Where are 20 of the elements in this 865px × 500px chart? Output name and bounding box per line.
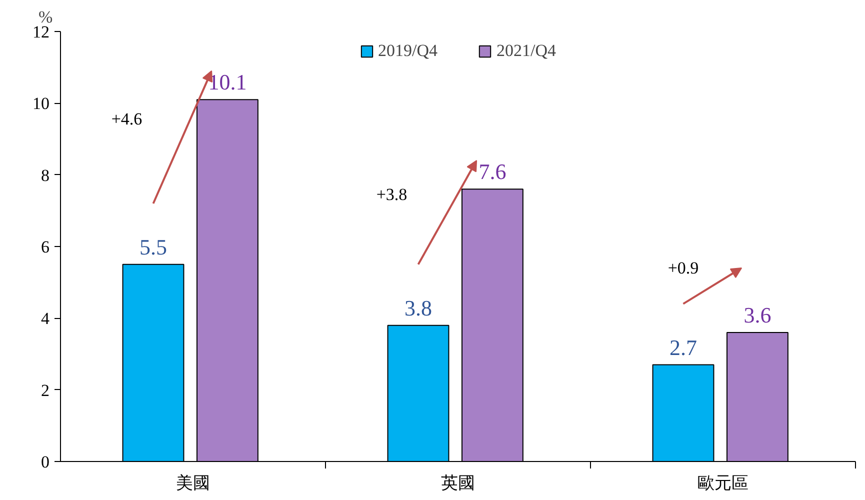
y-tick-label: 2: [41, 380, 50, 400]
data-label: 10.1: [208, 70, 247, 95]
y-tick-label: 4: [41, 309, 50, 328]
data-label: 2.7: [670, 334, 697, 360]
data-label: 3.8: [404, 295, 432, 320]
y-tick-label: 0: [41, 452, 50, 472]
x-tick-label: 英國: [441, 474, 475, 492]
data-label: 7.6: [478, 159, 506, 184]
legend-label: 2021/Q4: [496, 41, 556, 61]
data-label: 5.5: [140, 234, 167, 260]
annotation: +4.6: [111, 110, 142, 129]
annotation: +3.8: [376, 184, 408, 204]
y-tick-label: 8: [41, 166, 50, 185]
x-tick-label: 美國: [176, 474, 210, 492]
legend-label: 2019/Q4: [378, 41, 438, 61]
y-tick-label: 10: [32, 94, 50, 114]
annotation: +0.9: [668, 258, 699, 278]
x-tick-label: 歐元區: [698, 474, 748, 492]
y-tick-label: 6: [41, 238, 50, 256]
data-label: 3.6: [744, 302, 772, 328]
